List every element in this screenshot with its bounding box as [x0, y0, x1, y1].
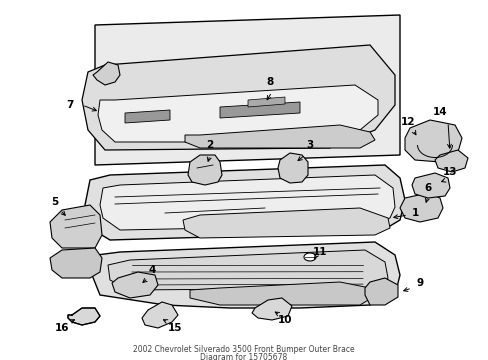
Text: 11: 11 [312, 247, 326, 257]
Text: 7: 7 [66, 100, 74, 110]
Text: 6: 6 [424, 183, 431, 193]
Polygon shape [278, 153, 307, 183]
Text: Diagram for 15705678: Diagram for 15705678 [200, 352, 287, 360]
Text: 12: 12 [400, 117, 414, 127]
Ellipse shape [304, 253, 315, 261]
Text: 15: 15 [167, 323, 182, 333]
Text: 9: 9 [416, 278, 423, 288]
Polygon shape [411, 173, 449, 198]
Text: 13: 13 [442, 167, 456, 177]
Polygon shape [98, 85, 377, 142]
Polygon shape [108, 250, 387, 290]
Polygon shape [50, 248, 102, 278]
Polygon shape [142, 302, 178, 328]
Polygon shape [50, 205, 102, 248]
Polygon shape [92, 242, 399, 308]
Text: 8: 8 [266, 77, 273, 87]
Text: 1: 1 [410, 208, 418, 218]
Polygon shape [183, 208, 389, 238]
Text: 2002 Chevrolet Silverado 3500 Front Bumper Outer Brace: 2002 Chevrolet Silverado 3500 Front Bump… [133, 346, 354, 355]
Polygon shape [364, 278, 397, 305]
Text: 10: 10 [277, 315, 292, 325]
Polygon shape [220, 102, 299, 118]
Text: 3: 3 [306, 140, 313, 150]
Polygon shape [190, 282, 374, 305]
Polygon shape [93, 62, 120, 85]
Text: 4: 4 [148, 265, 155, 275]
Polygon shape [68, 308, 100, 325]
Text: 2: 2 [206, 140, 213, 150]
Polygon shape [184, 125, 374, 148]
Polygon shape [247, 97, 285, 107]
Text: 14: 14 [432, 107, 447, 117]
Polygon shape [251, 298, 291, 320]
Polygon shape [125, 110, 170, 123]
Polygon shape [399, 193, 442, 222]
Polygon shape [187, 155, 222, 185]
Polygon shape [434, 150, 467, 172]
Text: 16: 16 [55, 323, 69, 333]
Polygon shape [95, 15, 399, 165]
Polygon shape [85, 165, 404, 240]
Polygon shape [82, 45, 394, 150]
Polygon shape [404, 120, 461, 162]
Polygon shape [112, 272, 158, 298]
Polygon shape [100, 175, 394, 230]
Text: 5: 5 [51, 197, 59, 207]
